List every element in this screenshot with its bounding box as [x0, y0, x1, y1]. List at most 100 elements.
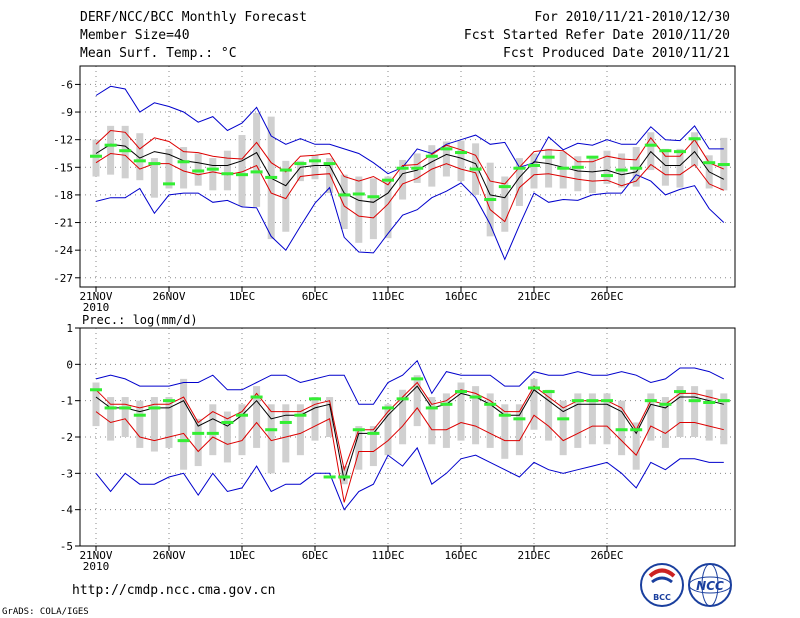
x-tick-label: 11DEC: [371, 290, 404, 303]
x-tick-label: 21NOV: [79, 290, 112, 303]
ensemble-bar: [296, 160, 304, 182]
ensemble-bar: [238, 404, 246, 456]
ensemble-bar: [223, 150, 231, 191]
precip-title: Prec.: log(mm/d): [82, 313, 198, 327]
bcc-logo-text: BCC: [653, 593, 671, 602]
ensemble-bar: [107, 125, 115, 175]
y-tick-label: -27: [53, 272, 73, 285]
median-marker: [469, 167, 482, 171]
median-marker: [279, 168, 292, 172]
temperature-panel: -6 -9 -12 -15 -18 -21 -24 -27 21NOV 26NOV 1DEC 6DEC…: [53, 65, 736, 314]
ensemble-bar: [238, 135, 246, 206]
median-marker: [688, 399, 701, 403]
median-marker: [323, 162, 336, 166]
forecast-range: For 2010/11/21-2010/12/30: [534, 10, 730, 25]
ensemble-bar: [530, 153, 538, 189]
ensemble-bar: [326, 397, 334, 437]
median-marker: [440, 147, 453, 151]
ensemble-bar: [369, 178, 377, 240]
median-marker: [659, 149, 672, 153]
ncc-logo: NCC: [688, 563, 732, 607]
x-tick-label: 26DEC: [590, 290, 623, 303]
ensemble-bar: [457, 140, 465, 182]
median-marker: [367, 195, 380, 199]
ensemble-bar: [501, 404, 509, 459]
median-marker: [294, 413, 307, 417]
ensemble-bar: [472, 386, 480, 445]
median-marker: [557, 166, 570, 170]
ensemble-bar: [676, 148, 684, 188]
median-marker: [411, 166, 424, 170]
ensemble-bar: [442, 141, 450, 177]
ensemble-bar: [209, 158, 217, 191]
ensemble-bar: [545, 148, 553, 188]
median-marker: [528, 163, 540, 167]
ensemble-bar: [559, 151, 567, 189]
ensemble-bar: [384, 404, 392, 456]
median-marker: [265, 428, 278, 432]
y-tick-label: -24: [53, 244, 73, 257]
median-marker: [163, 182, 175, 186]
median-marker: [586, 155, 599, 159]
median-marker: [630, 428, 643, 432]
ensemble-bar: [209, 404, 217, 456]
median-marker: [717, 399, 730, 403]
x-tick-label: 26DEC: [590, 549, 623, 562]
ensemble-bar: [340, 466, 348, 485]
y-tick-label: -21: [53, 217, 73, 230]
median-marker: [528, 386, 540, 390]
median-marker: [396, 166, 409, 170]
lower-line: [95, 407, 724, 503]
plot-frame: [79, 327, 736, 547]
median-marker: [133, 413, 146, 417]
median-marker: [469, 395, 482, 399]
ensemble-bar: [326, 158, 334, 194]
median-marker: [644, 143, 657, 147]
ensemble-bar: [311, 155, 319, 180]
member-size: Member Size=40: [80, 28, 190, 43]
ensemble-bar: [165, 148, 173, 189]
ensemble-bar: [399, 159, 407, 200]
ensemble-bar: [355, 426, 363, 470]
ensemble-bar: [559, 400, 567, 456]
ensemble-bar: [588, 393, 596, 445]
ensemble-bar: [574, 156, 582, 192]
ensemble-bar: [384, 176, 392, 239]
ensemble-bar: [676, 386, 684, 437]
y-tick-label: -5: [60, 540, 73, 553]
median-marker: [221, 420, 234, 424]
median-marker: [688, 137, 701, 141]
median-marker: [104, 143, 117, 147]
median-marker: [309, 397, 321, 401]
x-tick-label: 1DEC: [229, 549, 256, 562]
ensemble-bar: [661, 148, 669, 186]
median-marker: [323, 475, 336, 479]
median-marker: [396, 397, 409, 401]
ensemble-bar: [618, 400, 626, 456]
x-tick-label: 16DEC: [444, 290, 477, 303]
x-tick-label: 21NOV: [79, 549, 112, 562]
median-marker: [455, 390, 467, 394]
y-tick-label: -3: [60, 467, 73, 480]
median-marker: [615, 168, 628, 172]
ensemble-bar: [515, 404, 523, 456]
max-line: [95, 359, 725, 405]
median-marker: [119, 406, 132, 410]
median-marker: [221, 172, 234, 176]
median-marker: [703, 161, 716, 165]
median-marker: [674, 390, 686, 394]
ensemble-bar: [705, 389, 713, 441]
median-marker: [250, 170, 263, 174]
footer-url[interactable]: http://cmdp.ncc.cma.gov.cn: [72, 583, 276, 598]
ensemble-bar: [136, 133, 144, 181]
median-marker: [484, 402, 497, 406]
median-marker: [104, 406, 117, 410]
median-marker: [601, 174, 613, 178]
median-marker: [513, 417, 526, 421]
median-marker: [542, 155, 555, 159]
median-marker: [644, 399, 657, 403]
median-marker: [717, 163, 730, 167]
median-marker: [630, 166, 643, 170]
ensemble-bar: [603, 393, 611, 445]
x-tick-label: 26NOV: [152, 549, 185, 562]
